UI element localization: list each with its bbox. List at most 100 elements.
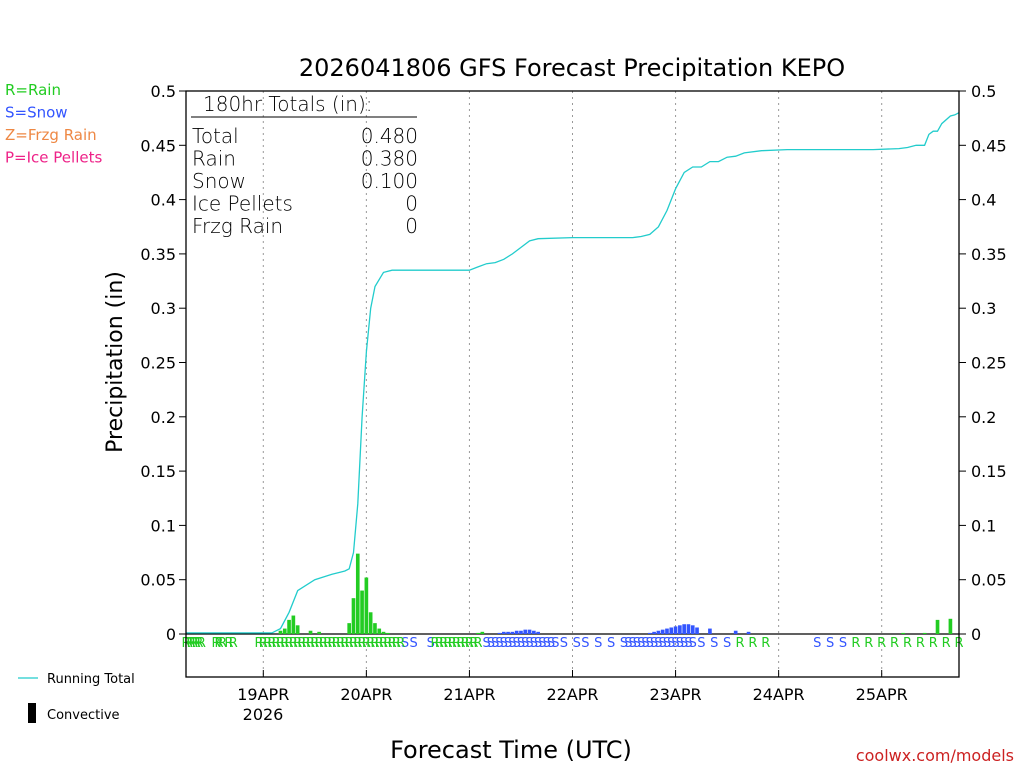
- totals-label: Ice Pellets: [192, 192, 293, 216]
- y-tick-label-left: 0.35: [140, 245, 176, 264]
- type-marker: S: [517, 636, 525, 651]
- bar-rain: [351, 598, 356, 634]
- type-marker: R: [267, 636, 276, 651]
- credit-text: coolwx.com/models: [856, 746, 1014, 765]
- type-marker: R: [323, 636, 332, 651]
- type-marker: S: [504, 636, 512, 651]
- precip-type-legend-item: S=Snow: [5, 104, 68, 122]
- bar-snow: [647, 632, 652, 634]
- type-marker: R: [383, 636, 392, 651]
- type-marker: R: [864, 636, 873, 651]
- bar-rain: [287, 619, 291, 634]
- type-marker: R: [448, 636, 457, 651]
- x-tick-label: 20APR: [340, 685, 392, 704]
- type-marker: S: [697, 636, 705, 651]
- type-marker: S: [659, 636, 667, 651]
- bar-snow: [686, 624, 691, 634]
- type-marker: R: [212, 636, 221, 651]
- bar-rain: [901, 632, 905, 634]
- y-axis-label: Precipitation (in): [103, 271, 128, 453]
- type-marker: S: [538, 636, 546, 651]
- type-marker: S: [525, 636, 533, 651]
- y-tick-label-right: 0.35: [971, 245, 1007, 264]
- type-marker: S: [689, 636, 697, 651]
- bar-rain: [347, 623, 352, 634]
- type-marker: S: [710, 636, 718, 651]
- totals-box: 180hr Totals (in): Total 0.480 Rain 0.380 Sn…: [191, 92, 418, 238]
- convective-legend-label: Convective: [47, 708, 120, 723]
- type-marker: S: [573, 636, 581, 651]
- type-marker: R: [340, 636, 349, 651]
- bar-snow: [678, 625, 682, 634]
- bar-rain: [295, 625, 300, 634]
- type-marker: R: [353, 636, 362, 651]
- totals-label: Snow: [192, 169, 246, 193]
- type-marker: R: [431, 636, 440, 651]
- bar-rain: [935, 619, 940, 634]
- bar-rain: [480, 631, 485, 634]
- bar-rain: [476, 632, 480, 634]
- type-marker: S: [534, 636, 542, 651]
- type-marker: S: [624, 636, 632, 651]
- type-marker: S: [676, 636, 684, 651]
- y-axis-left: 0 0.05 0.1 0.15 0.2 0.25 0.3 0.35 0.4 0.45 0.5: [140, 82, 186, 644]
- bar-snow: [501, 631, 506, 634]
- type-marker: S: [427, 636, 435, 651]
- bar-snow: [695, 627, 699, 634]
- type-marker: S: [663, 636, 671, 651]
- type-marker: S: [530, 636, 538, 651]
- type-marker: R: [306, 636, 315, 651]
- y-tick-label-right: 0.05: [971, 571, 1007, 590]
- type-marker: R: [194, 636, 203, 651]
- type-marker: S: [547, 636, 555, 651]
- y-tick-label-left: 0.4: [151, 191, 176, 210]
- bar-snow: [656, 630, 661, 634]
- totals-value: 0.100: [361, 169, 418, 193]
- type-marker: S: [401, 636, 409, 651]
- type-marker: R: [890, 636, 899, 651]
- type-marker: S: [667, 636, 675, 651]
- type-marker: R: [184, 636, 193, 651]
- type-marker: S: [487, 636, 495, 651]
- bar-snow: [708, 628, 712, 634]
- bar-snow: [673, 626, 678, 634]
- type-marker: R: [465, 636, 474, 651]
- type-marker: R: [345, 636, 354, 651]
- y-tick-label-right: 0.5: [971, 82, 996, 101]
- type-marker: R: [388, 636, 397, 651]
- type-marker: S: [594, 636, 602, 651]
- type-marker: S: [513, 636, 521, 651]
- bar-snow: [527, 629, 532, 634]
- type-marker: S: [723, 636, 731, 651]
- bar-snow: [665, 628, 669, 634]
- y-tick-label-left: 0: [166, 625, 176, 644]
- x-tick-label: 25APR: [856, 685, 908, 704]
- type-marker: R: [332, 636, 341, 651]
- type-marker: S: [491, 636, 499, 651]
- type-marker: S: [646, 636, 654, 651]
- type-marker: R: [358, 636, 367, 651]
- type-marker: R: [456, 636, 465, 651]
- type-marker: S: [521, 636, 529, 651]
- y-tick-label-right: 0.15: [971, 462, 1007, 481]
- chart-title: 2026041806 GFS Forecast Precipitation KE…: [299, 54, 845, 82]
- totals-label: Frzg Rain: [192, 214, 283, 238]
- bar-snow: [497, 632, 502, 634]
- type-marker: R: [396, 636, 405, 651]
- x-tick-label: 22APR: [546, 685, 598, 704]
- type-marker: R: [877, 636, 886, 651]
- bar-snow: [690, 625, 695, 634]
- y-tick-label-left: 0.1: [151, 516, 176, 535]
- type-marker: S: [826, 636, 834, 651]
- type-marker: R: [362, 636, 371, 651]
- type-marker: R: [439, 636, 448, 651]
- bar-snow: [746, 631, 751, 634]
- bar-rain: [355, 553, 360, 634]
- type-marker: R: [293, 636, 302, 651]
- totals-label: Rain: [192, 147, 236, 171]
- type-marker: R: [289, 636, 298, 651]
- type-marker: S: [560, 636, 568, 651]
- y-tick-label-right: 0.25: [971, 354, 1007, 373]
- bar-rain: [278, 630, 283, 634]
